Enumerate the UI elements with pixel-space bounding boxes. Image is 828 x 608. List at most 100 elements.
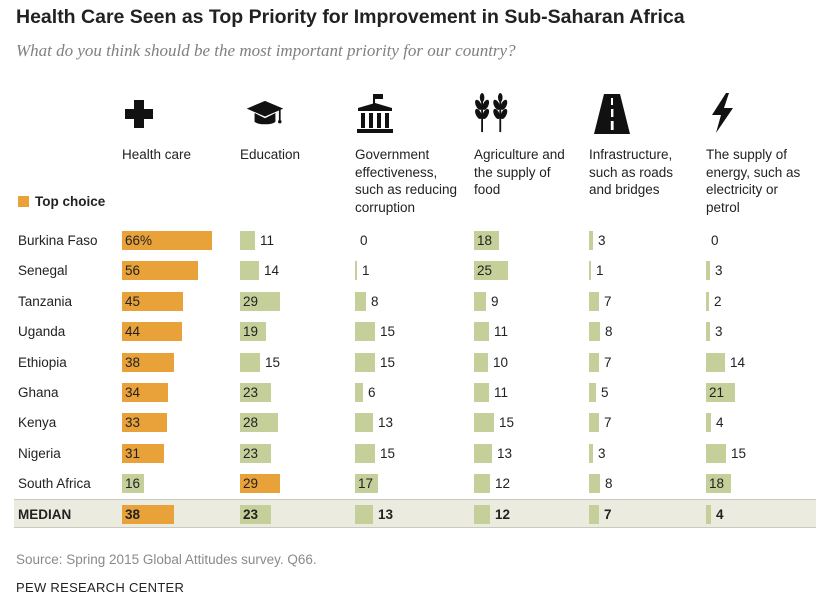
value-label-median-col1: 38	[125, 507, 141, 522]
value-label-ghana-col3: 6	[368, 385, 376, 400]
value-label-kenya-col6: 4	[716, 415, 724, 430]
value-label-south-africa-col3: 17	[358, 476, 374, 491]
bar-median-col5	[589, 505, 599, 524]
bar-kenya-col4	[474, 413, 494, 432]
bar-nigeria-col3	[355, 444, 375, 463]
value-label-tanzania-col1: 45	[125, 294, 141, 309]
source-note: Source: Spring 2015 Global Attitudes sur…	[16, 552, 317, 567]
bar-ethiopia-col3	[355, 353, 375, 372]
bar-senegal-col3	[355, 261, 357, 280]
row-label-nigeria: Nigeria	[18, 446, 61, 461]
government-building-icon	[355, 90, 395, 136]
bar-nigeria-col5	[589, 444, 593, 463]
bar-south-africa-col5	[589, 474, 600, 493]
chart-title: Health Care Seen as Top Priority for Imp…	[16, 6, 685, 28]
row-label-burkina-faso: Burkina Faso	[18, 233, 98, 248]
value-label-senegal-col3: 1	[362, 263, 370, 278]
bar-uganda-col6	[706, 322, 710, 341]
bar-kenya-col3	[355, 413, 373, 432]
column-header-energy: The supply of energy, such as electricit…	[706, 147, 801, 215]
value-label-senegal-col1: 56	[125, 263, 141, 278]
value-label-south-africa-col2: 29	[243, 476, 259, 491]
row-label-senegal: Senegal	[18, 263, 68, 278]
value-label-tanzania-col2: 29	[243, 294, 259, 309]
value-label-burkina-faso-col2: 11	[260, 233, 275, 248]
row-label-kenya: Kenya	[18, 415, 57, 430]
bar-uganda-col1	[122, 322, 182, 341]
column-header-health-care: Health care	[122, 147, 192, 162]
bar-nigeria-col2	[240, 444, 271, 463]
value-label-tanzania-col3: 8	[371, 294, 379, 309]
value-label-burkina-faso-col3: 0	[360, 233, 368, 248]
value-label-median-col3: 13	[378, 507, 394, 522]
bar-tanzania-col3	[355, 292, 366, 311]
value-label-median-col4: 12	[495, 507, 511, 522]
bar-south-africa-col2	[240, 474, 280, 493]
value-label-uganda-col6: 3	[715, 324, 723, 339]
bar-ethiopia-col2	[240, 353, 260, 372]
graduation-cap-icon	[245, 90, 285, 136]
value-label-kenya-col2: 28	[243, 415, 259, 430]
bar-median-col3	[355, 505, 373, 524]
column-header-education: Education	[240, 147, 301, 162]
row-label-ghana: Ghana	[18, 385, 59, 400]
bar-uganda-col5	[589, 322, 600, 341]
value-label-senegal-col2: 14	[264, 263, 280, 278]
value-label-ghana-col1: 34	[125, 385, 141, 400]
row-label-ethiopia: Ethiopia	[18, 355, 67, 370]
value-label-kenya-col3: 13	[378, 415, 394, 430]
bar-burkina-faso-col4	[474, 231, 499, 250]
bar-ghana-col1	[122, 383, 168, 402]
value-label-south-africa-col6: 18	[709, 476, 725, 491]
value-label-kenya-col4: 15	[499, 415, 515, 430]
bar-ghana-col3	[355, 383, 363, 402]
cross-icon	[120, 90, 160, 136]
value-label-tanzania-col6: 2	[714, 294, 722, 309]
value-label-uganda-col2: 19	[243, 324, 259, 339]
bar-ethiopia-col6	[706, 353, 725, 372]
bar-senegal-col2	[240, 261, 259, 280]
bar-nigeria-col4	[474, 444, 492, 463]
bar-ethiopia-col1	[122, 353, 174, 372]
value-label-burkina-faso-col4: 18	[477, 233, 493, 248]
value-label-tanzania-col5: 7	[604, 294, 612, 309]
value-label-kenya-col5: 7	[604, 415, 612, 430]
value-label-ghana-col2: 23	[243, 385, 259, 400]
bar-ghana-col6	[706, 383, 735, 402]
bar-tanzania-col1	[122, 292, 183, 311]
bar-ethiopia-col4	[474, 353, 488, 372]
value-label-uganda-col1: 44	[125, 324, 141, 339]
organization-name: PEW RESEARCH CENTER	[16, 580, 185, 595]
value-label-ethiopia-col6: 14	[730, 355, 746, 370]
bar-tanzania-col5	[589, 292, 599, 311]
column-header-infrastructure: Infrastructure, such as roads and bridge…	[589, 147, 674, 197]
value-label-burkina-faso-col1: 66%	[125, 233, 153, 248]
row-label-tanzania: Tanzania	[18, 294, 73, 309]
bar-nigeria-col6	[706, 444, 726, 463]
value-label-south-africa-col4: 12	[495, 476, 511, 491]
bar-kenya-col2	[240, 413, 278, 432]
bar-burkina-faso-col5	[589, 231, 593, 250]
bar-burkina-faso-col1	[122, 231, 212, 250]
bar-ghana-col4	[474, 383, 489, 402]
value-label-ethiopia-col3: 15	[380, 355, 396, 370]
legend-label: Top choice	[35, 194, 106, 209]
row-label-uganda: Uganda	[18, 324, 66, 339]
bar-kenya-col1	[122, 413, 167, 432]
value-label-south-africa-col5: 8	[605, 476, 613, 491]
value-label-south-africa-col1: 16	[125, 476, 141, 491]
bar-burkina-faso-col2	[240, 231, 255, 250]
bar-median-col2	[240, 505, 271, 524]
value-label-senegal-col6: 3	[715, 263, 723, 278]
bar-senegal-col5	[589, 261, 591, 280]
bar-tanzania-col2	[240, 292, 280, 311]
bar-senegal-col6	[706, 261, 710, 280]
value-label-nigeria-col4: 13	[497, 446, 513, 461]
bar-south-africa-col4	[474, 474, 490, 493]
bar-uganda-col2	[240, 322, 266, 341]
bar-south-africa-col6	[706, 474, 731, 493]
bar-uganda-col3	[355, 322, 375, 341]
value-label-nigeria-col2: 23	[243, 446, 259, 461]
chart-subtitle: What do you think should be the most imp…	[16, 41, 516, 60]
bar-kenya-col5	[589, 413, 599, 432]
